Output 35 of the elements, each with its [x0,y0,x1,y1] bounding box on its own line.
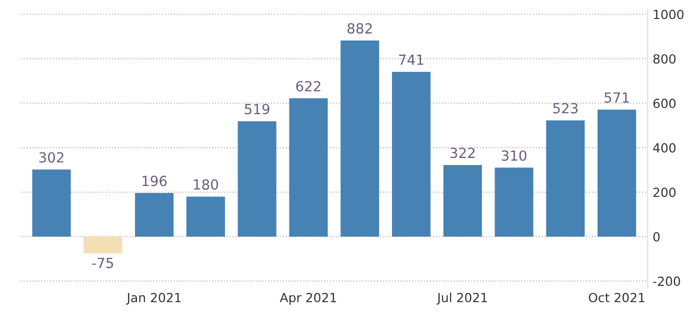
bar [546,120,585,237]
data-label: 310 [502,150,526,161]
bar [186,196,225,237]
x-tick-label: Apr 2021 [280,292,336,305]
bar [443,165,482,237]
y-tick-label: 0 [653,232,660,242]
bar [289,98,328,237]
data-label: -75 [92,258,114,268]
data-label: 180 [194,179,218,190]
data-label: 519 [244,104,270,114]
bar [32,169,71,237]
data-label: 523 [553,102,578,114]
bar [238,121,276,237]
y-tick-label: -200 [653,276,680,286]
x-tick-label: Jul 2021 [436,292,487,305]
data-label: 322 [450,148,475,158]
bar [392,72,431,237]
y-tick-label: 200 [653,188,676,198]
bar [494,168,534,237]
x-tick-label: Jan 2021 [126,292,181,305]
y-tick-label: 1000 [654,10,684,20]
bar [84,236,122,254]
data-label: 882 [348,23,372,34]
data-label: 741 [399,54,424,65]
data-label: 302 [39,152,64,163]
bar [598,110,636,237]
y-tick-label: 800 [653,54,676,64]
y-tick-label: 600 [653,98,676,108]
y-tick-label: 400 [653,143,676,153]
x-tick-label: Oct 2021 [588,292,644,302]
bar [135,193,174,237]
bar [340,40,380,237]
data-label: 622 [296,80,320,92]
data-label: 196 [142,176,167,186]
data-label: 571 [604,92,629,103]
